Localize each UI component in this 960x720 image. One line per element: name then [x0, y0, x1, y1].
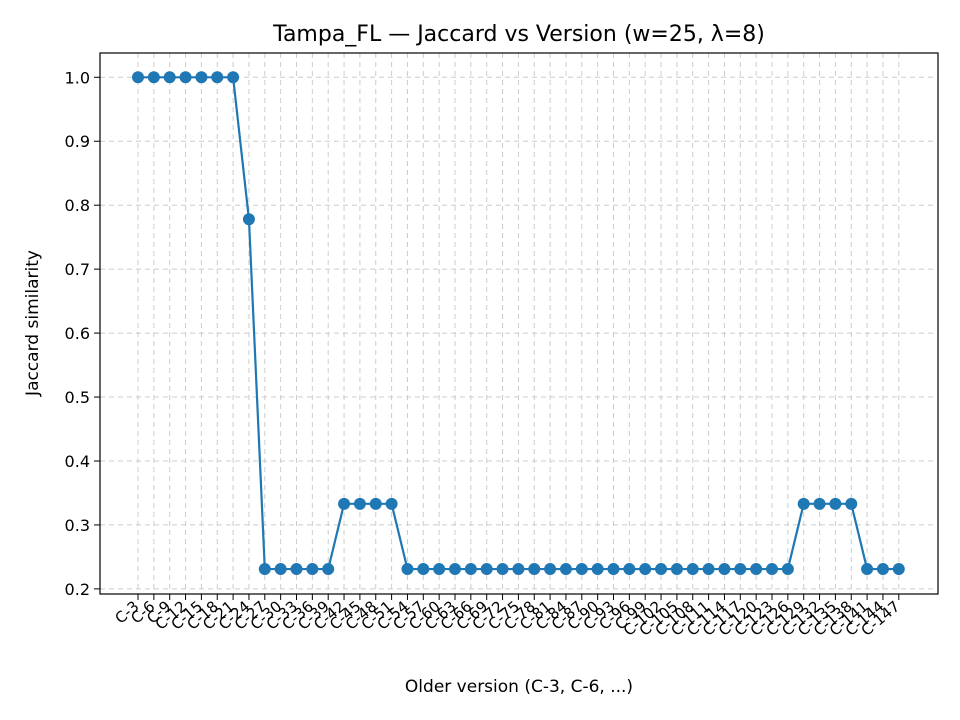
data-point-C-129 — [797, 497, 810, 510]
data-point-C-108 — [686, 563, 699, 576]
y-axis-ticks: 0.2 0.3 0.4 0.5 0.6 0.7 0.8 0.9 1.0 — [65, 68, 100, 599]
data-point-C-12 — [179, 71, 192, 84]
data-point-C-138 — [845, 497, 858, 510]
data-point-C-36 — [306, 563, 319, 576]
data-point-C-120 — [750, 563, 763, 576]
data-point-C-81 — [544, 563, 557, 576]
y-tick-label: 0.3 — [65, 516, 90, 535]
x-axis-label: Older version (C-3, C-6, ...) — [405, 677, 633, 697]
data-point-C-111 — [702, 563, 715, 576]
y-tick-label: 0.2 — [65, 580, 90, 599]
data-point-C-39 — [322, 563, 335, 576]
data-point-C-93 — [607, 563, 620, 576]
data-point-C-57 — [417, 563, 430, 576]
data-point-C-66 — [464, 563, 477, 576]
data-point-C-15 — [195, 71, 208, 84]
data-point-C-96 — [623, 563, 636, 576]
chart-title: Tampa_FL — Jaccard vs Version (w=25, λ=8… — [272, 22, 765, 47]
data-point-C-63 — [449, 563, 461, 576]
data-point-C-51 — [385, 497, 398, 510]
y-tick-label: 0.5 — [65, 388, 90, 407]
y-tick-label: 0.9 — [65, 132, 90, 151]
data-point-C-48 — [369, 497, 382, 510]
series-layer — [132, 71, 905, 576]
data-point-C-144 — [876, 563, 889, 576]
data-point-C-3 — [132, 71, 144, 84]
data-point-C-114 — [718, 563, 731, 576]
data-point-C-78 — [528, 563, 541, 576]
data-point-C-6 — [147, 71, 160, 84]
data-point-C-24 — [242, 213, 255, 226]
data-point-C-105 — [670, 563, 683, 576]
data-point-C-9 — [163, 71, 176, 84]
y-tick-label: 0.6 — [65, 324, 90, 343]
y-tick-label: 0.7 — [65, 260, 90, 279]
data-point-C-21 — [227, 71, 240, 84]
plot-frame — [99, 52, 939, 595]
data-point-C-60 — [433, 563, 446, 576]
y-tick-label: 0.4 — [65, 452, 90, 471]
data-point-C-117 — [734, 563, 747, 576]
data-point-C-18 — [211, 71, 224, 84]
data-point-C-132 — [813, 497, 826, 510]
grid-lines — [100, 53, 938, 594]
data-point-C-87 — [575, 563, 588, 576]
data-point-C-123 — [766, 563, 778, 576]
data-point-C-72 — [496, 563, 509, 576]
y-tick-label: 0.8 — [65, 196, 90, 215]
data-point-C-45 — [353, 497, 366, 510]
data-point-C-147 — [892, 563, 905, 576]
data-point-C-141 — [861, 563, 874, 576]
data-point-C-75 — [512, 563, 525, 576]
data-point-C-99 — [639, 563, 652, 576]
data-point-C-69 — [480, 563, 493, 576]
data-point-C-27 — [258, 563, 271, 576]
y-axis-label: Jaccard similarity — [23, 250, 43, 397]
data-point-C-126 — [781, 563, 794, 576]
data-point-C-90 — [591, 563, 604, 576]
data-point-C-84 — [559, 563, 572, 576]
data-point-C-30 — [274, 563, 287, 576]
data-point-C-54 — [401, 563, 414, 576]
data-point-C-42 — [338, 497, 351, 510]
data-point-C-135 — [829, 497, 842, 510]
data-point-C-102 — [655, 563, 668, 576]
data-point-C-33 — [290, 563, 303, 576]
y-tick-label: 1.0 — [65, 68, 90, 87]
x-axis-ticks: C-3C-6C-9C-12C-15C-18C-21C-24C-27C-30C-3… — [112, 594, 903, 640]
